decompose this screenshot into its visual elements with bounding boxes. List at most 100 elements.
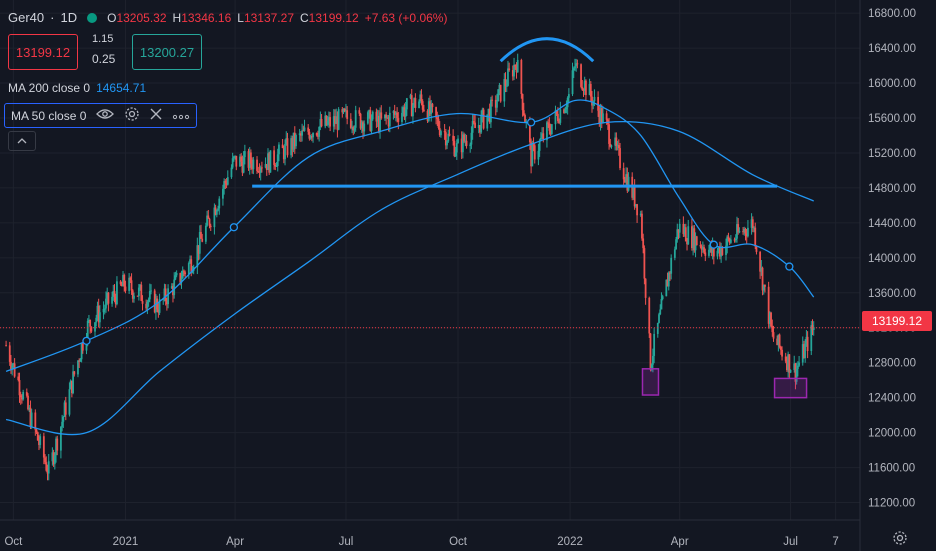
- candle-body: [503, 79, 506, 102]
- candle-body: [481, 109, 484, 116]
- candle-body: [353, 127, 356, 131]
- candle-body: [95, 317, 98, 323]
- candle-body: [137, 287, 140, 297]
- candle-body: [174, 275, 177, 280]
- candle-body: [426, 110, 429, 121]
- candle-body: [410, 95, 413, 117]
- more-icon[interactable]: [172, 109, 190, 123]
- candle-body: [619, 148, 621, 169]
- candle-body: [252, 159, 255, 170]
- candle-body: [34, 412, 37, 430]
- candle-body: [804, 343, 807, 359]
- close-icon[interactable]: [150, 108, 162, 123]
- candle-body: [528, 121, 531, 143]
- candle-body: [444, 132, 447, 146]
- candle-body: [250, 152, 252, 164]
- candle-body: [130, 280, 133, 291]
- y-tick-label: 14000.00: [868, 253, 916, 265]
- candle-body: [284, 143, 286, 160]
- candle-body: [402, 107, 405, 113]
- candle-body: [616, 145, 619, 147]
- candle-body: [795, 368, 798, 382]
- candle-body: [511, 70, 514, 77]
- candle-body: [148, 291, 151, 300]
- candle-body: [112, 291, 115, 297]
- candle-body: [429, 101, 431, 114]
- candle-body: [73, 371, 76, 375]
- candle-body: [56, 438, 59, 451]
- candle-body: [789, 370, 792, 373]
- candle-body: [572, 68, 575, 71]
- candle-body: [380, 112, 383, 119]
- candle-body: [487, 108, 490, 115]
- candle-body: [737, 224, 740, 233]
- ohlc-high: H13346.16: [172, 10, 232, 25]
- candle-body: [436, 117, 439, 119]
- candle-body: [557, 113, 559, 122]
- ma50-marker: [82, 336, 91, 345]
- candle-body: [301, 130, 303, 136]
- settings-gear-icon[interactable]: [892, 530, 908, 551]
- candle-body: [728, 238, 731, 243]
- candle-body: [692, 228, 695, 249]
- candle-body: [574, 66, 576, 69]
- candle-body: [19, 395, 22, 398]
- candle-body: [558, 121, 561, 123]
- candle-body: [22, 391, 25, 400]
- candle-body: [208, 218, 211, 226]
- candle-body: [772, 332, 775, 339]
- candle-body: [303, 127, 306, 131]
- candle-body: [215, 210, 218, 215]
- candle-body: [700, 246, 703, 250]
- candle-body: [198, 232, 201, 254]
- candle-body: [113, 291, 116, 297]
- ma50-legend[interactable]: MA 50 close 0: [4, 103, 198, 128]
- candle-body: [499, 84, 502, 102]
- candle-body: [124, 286, 127, 291]
- candle-body: [764, 284, 766, 287]
- candle-body: [784, 356, 787, 362]
- y-tick-label: 11200.00: [868, 498, 915, 510]
- x-tick-label: Jul: [783, 536, 798, 548]
- candle-body: [123, 275, 126, 287]
- candle-body: [69, 380, 72, 390]
- candle-body: [241, 161, 244, 173]
- interval-label[interactable]: 1D: [60, 10, 78, 25]
- buy-button[interactable]: 13200.27: [132, 34, 202, 70]
- ma50-marker: [785, 262, 794, 271]
- market-status-icon: [87, 12, 98, 23]
- candle-body: [567, 94, 570, 98]
- candle-body: [505, 85, 508, 87]
- candle-body: [394, 112, 397, 115]
- gear-icon[interactable]: [124, 106, 140, 125]
- candle-body: [609, 143, 612, 147]
- ma200-value: 14654.71: [96, 81, 147, 95]
- candle-body: [547, 122, 550, 124]
- candle-body: [141, 300, 144, 304]
- candle-body: [298, 133, 301, 136]
- candle-body: [329, 117, 332, 127]
- candle-body: [309, 136, 312, 139]
- candle-body: [593, 96, 596, 102]
- candle-body: [555, 110, 558, 114]
- ma200-legend[interactable]: MA 200 close 0 14654.71: [8, 81, 146, 95]
- candle-body: [46, 470, 49, 474]
- candle-body: [455, 143, 458, 153]
- eye-icon[interactable]: [96, 108, 115, 123]
- candle-body: [793, 363, 796, 371]
- sell-button[interactable]: 13199.12: [8, 34, 78, 70]
- symbol-label[interactable]: Ger40: [8, 10, 45, 25]
- candle-body: [63, 402, 66, 417]
- collapse-legend-button[interactable]: [8, 131, 36, 151]
- candle-body: [669, 272, 671, 274]
- candle-body: [447, 133, 450, 142]
- candle-body: [79, 359, 82, 362]
- candle-body: [430, 103, 433, 114]
- x-tick-label: Apr: [226, 536, 244, 548]
- candle-body: [291, 138, 294, 150]
- candle-body: [242, 157, 245, 173]
- candle-body: [106, 292, 109, 299]
- candle-body: [68, 389, 71, 415]
- candle-body: [346, 110, 349, 119]
